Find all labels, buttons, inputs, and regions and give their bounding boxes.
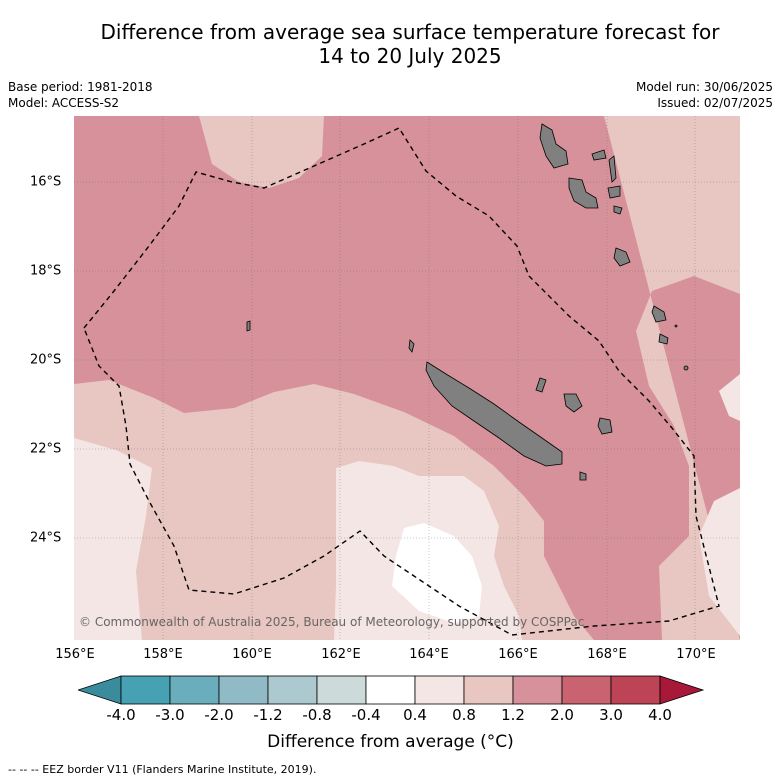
colorbar (78, 675, 705, 705)
colorbar-cell (463, 675, 514, 705)
anomaly-band-neutral (392, 523, 482, 623)
y-tick-24S: 24°S (30, 530, 62, 546)
colorbar-cell (561, 675, 612, 705)
colorbar-cell (414, 675, 465, 705)
colorbar-tick-label: -2.0 (204, 706, 234, 724)
meta-right: Model run: 30/06/2025 Issued: 02/07/2025 (636, 79, 773, 111)
colorbar-cell (316, 675, 367, 705)
chesterfield-islet (246, 320, 251, 332)
colorbar-tick-label: -3.0 (155, 706, 185, 724)
colorbar-cell (169, 675, 220, 705)
base-period: Base period: 1981-2018 (8, 80, 153, 94)
colorbar-cells (78, 675, 705, 705)
colorbar-tick-label: -0.8 (302, 706, 332, 724)
map-title-line2: 14 to 20 July 2025 (318, 44, 502, 68)
loyalty-lifou (563, 393, 583, 413)
loyalty-ouvea (535, 377, 547, 393)
small-islet-1 (683, 365, 689, 371)
x-tick-156E: 156°E (55, 647, 95, 662)
colorbar-tick-label: -1.2 (253, 706, 283, 724)
colorbar-extend-low (78, 675, 122, 705)
loyalty-mare (597, 417, 613, 435)
anomaly-band-0p8-1p2-northeast (604, 116, 740, 640)
vanuatu-north (591, 149, 607, 161)
colorbar-cell (267, 675, 318, 705)
y-tick-22S: 22°S (30, 441, 62, 457)
vanuatu-efate (607, 185, 621, 199)
colorbar-tick-label: 4.0 (648, 706, 672, 724)
model-name: Model: ACCESS-S2 (8, 96, 120, 110)
colorbar-cell (365, 675, 416, 705)
x-tick-162E: 162°E (321, 647, 361, 662)
colorbar-tick-label: 3.0 (599, 706, 623, 724)
model-run: Model run: 30/06/2025 (635, 80, 773, 94)
map-title-line1: Difference from average sea surface temp… (100, 20, 720, 44)
colorbar-cell (218, 675, 269, 705)
new-caledonia-grande-terre (425, 361, 563, 467)
anomaly-band-0p4-0p8-southwest (74, 438, 152, 640)
sst-anomaly-map: © Commonwealth of Australia 2025, Bureau… (74, 116, 740, 640)
colorbar-tick-label: 0.4 (403, 706, 427, 724)
eez-border-line (83, 127, 720, 636)
colorbar-title: Difference from average (°C) (267, 732, 514, 752)
colorbar-tick-label: 0.8 (452, 706, 476, 724)
vanuatu-aneityum (613, 247, 631, 267)
vanuatu-islands (608, 155, 617, 183)
isle-of-pines (579, 471, 587, 481)
y-tick-16S: 16°S (30, 174, 62, 190)
x-tick-158E: 158°E (143, 647, 183, 662)
vanuatu-tanna (658, 333, 669, 345)
x-tick-166E: 166°E (498, 647, 538, 662)
meta-left: Base period: 1981-2018 Model: ACCESS-S2 (8, 79, 153, 111)
colorbar-tick-label: -0.4 (351, 706, 381, 724)
y-tick-18S: 18°S (30, 263, 62, 279)
colorbar-cell (120, 675, 171, 705)
anomaly-band-0p8-1p2-northwest (199, 116, 324, 188)
small-islet-2 (674, 324, 678, 328)
vanuatu-espiritu-santo (539, 123, 569, 169)
x-tick-170E: 170°E (676, 647, 716, 662)
land-masses (246, 123, 689, 481)
vanuatu-malekula (568, 177, 599, 209)
colorbar-cell (512, 675, 563, 705)
copyright-notice: © Commonwealth of Australia 2025, Bureau… (79, 615, 584, 629)
colorbar-extend-high (659, 675, 705, 705)
colorbar-tick-label: 2.0 (550, 706, 574, 724)
eez-legend-footer: -- -- -- EEZ border V11 (Flanders Marine… (8, 763, 317, 776)
belep-islands (408, 339, 415, 353)
x-tick-168E: 168°E (587, 647, 627, 662)
vanuatu-ambrym (613, 205, 623, 215)
colorbar-tick-label: 1.2 (501, 706, 525, 724)
vanuatu-erromango (651, 305, 667, 323)
y-tick-20S: 20°S (30, 352, 62, 368)
x-tick-164E: 164°E (409, 647, 449, 662)
x-tick-160E: 160°E (232, 647, 272, 662)
map-gridlines (74, 116, 740, 640)
colorbar-cell (610, 675, 661, 705)
colorbar-tick-label: -4.0 (106, 706, 136, 724)
issued-date: Issued: 02/07/2025 (657, 96, 773, 110)
